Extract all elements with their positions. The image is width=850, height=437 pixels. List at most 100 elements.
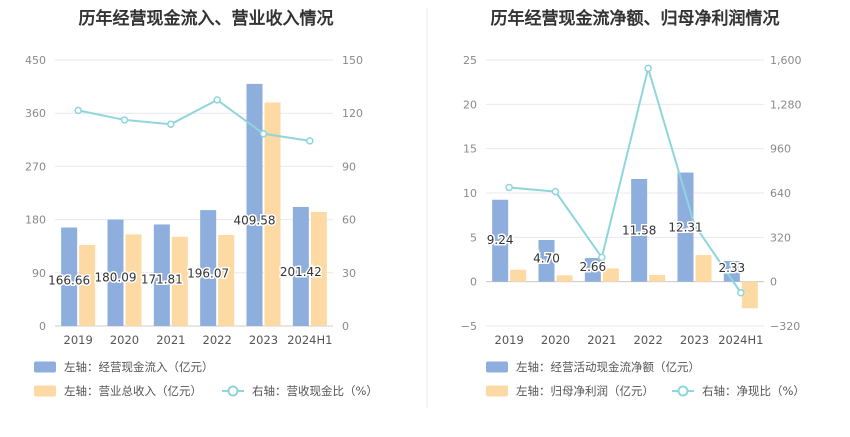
chart1-bar-s1 bbox=[61, 227, 78, 326]
chart1-legend-swatch bbox=[34, 385, 56, 397]
chart1-data-label: 196.07 bbox=[187, 266, 229, 280]
chart1-bar-s2 bbox=[125, 234, 142, 326]
chart2-right-tick: 0 bbox=[770, 276, 777, 289]
chart2-right-tick: −320 bbox=[770, 320, 800, 333]
chart1-right-tick: 90 bbox=[342, 160, 356, 173]
chart1-category-label: 2021 bbox=[156, 333, 185, 347]
chart1-bar-s1 bbox=[200, 210, 217, 326]
chart2-bar-s1 bbox=[538, 239, 555, 282]
chart1-title: 历年经营现金流入、营业收入情况 bbox=[79, 8, 334, 29]
chart2-data-label: 11.58 bbox=[622, 223, 656, 237]
chart1-left-tick: 90 bbox=[32, 267, 46, 280]
chart2-bar-s1 bbox=[584, 258, 601, 282]
chart1-bar-s2 bbox=[218, 234, 235, 326]
chart1-right-tick: 150 bbox=[342, 54, 363, 67]
chart2-legend-swatch bbox=[486, 385, 508, 397]
chart1-legend-label: 左轴：经营现金流入（亿元） bbox=[64, 360, 214, 374]
chart2-left-tick: 10 bbox=[463, 187, 477, 200]
chart2-data-label: 9.24 bbox=[487, 233, 514, 247]
chart2-bar-s1 bbox=[723, 261, 740, 282]
chart1-bar-s1 bbox=[107, 219, 124, 326]
chart1-right-tick: 60 bbox=[342, 214, 356, 227]
chart1-right-tick: 30 bbox=[342, 267, 356, 280]
chart2-left-tick: 5 bbox=[470, 231, 477, 244]
chart2-category-label: 2020 bbox=[541, 333, 570, 347]
chart2-right-tick: 320 bbox=[770, 231, 791, 244]
chart1-legend-swatch-marker bbox=[227, 385, 239, 397]
chart2-category-label: 2019 bbox=[495, 333, 524, 347]
chart1-legend-label: 左轴：营业总收入（亿元） bbox=[64, 384, 202, 398]
chart1-legend-swatch bbox=[34, 361, 56, 373]
chart1-right-tick: 120 bbox=[342, 107, 363, 120]
chart2-right-tick: 960 bbox=[770, 143, 791, 156]
chart2-bar-s2 bbox=[741, 281, 758, 309]
chart2-category-label: 2022 bbox=[634, 333, 663, 347]
chart1-category-label: 2024H1 bbox=[287, 333, 332, 347]
chart2-bar-s2 bbox=[695, 255, 712, 282]
chart2-line-point bbox=[644, 64, 652, 73]
chart1-line-point bbox=[120, 116, 129, 124]
chart2-left-tick: 15 bbox=[463, 143, 477, 156]
chart2-bar-s1 bbox=[677, 172, 694, 282]
chart1-left-tick: 360 bbox=[25, 107, 46, 120]
chart2-category-label: 2021 bbox=[587, 333, 616, 347]
chart2-legend-swatch-marker bbox=[677, 385, 689, 397]
chart2-left-tick: 25 bbox=[463, 54, 477, 67]
chart2-bar-s1 bbox=[631, 178, 648, 282]
chart1-line-point bbox=[74, 106, 82, 115]
chart2-line bbox=[509, 64, 742, 294]
chart2-right-tick: 1,600 bbox=[770, 54, 802, 67]
chart1-bar-s2 bbox=[79, 245, 96, 326]
chart1-data-label: 180.09 bbox=[95, 270, 137, 284]
chart2-legend-label: 左轴：归母净利润（亿元） bbox=[516, 384, 654, 398]
chart2-bar-s1 bbox=[492, 199, 509, 282]
chart1-bar-s1 bbox=[246, 83, 263, 327]
chart2-legend-label: 右轴：净现比（%） bbox=[702, 384, 805, 398]
chart2-line-point bbox=[598, 253, 606, 262]
chart2-line-point bbox=[690, 221, 699, 229]
chart1-left-tick: 180 bbox=[25, 214, 46, 227]
chart2-category-label: 2023 bbox=[680, 333, 709, 347]
chart1-left-tick: 450 bbox=[25, 54, 46, 67]
chart1-bar-s1 bbox=[153, 224, 170, 326]
chart2-data-label: 2.33 bbox=[718, 261, 745, 275]
chart1-line-point bbox=[306, 137, 314, 145]
chart2-line-point bbox=[737, 289, 745, 297]
chart2-category-label: 2024H1 bbox=[718, 333, 763, 347]
chart2-title: 历年经营现金流净额、归母净利润情况 bbox=[491, 8, 780, 29]
chart2-right-tick: 1,280 bbox=[770, 98, 802, 111]
chart1-bar-s1 bbox=[292, 206, 309, 326]
chart1-left-tick: 0 bbox=[39, 320, 46, 333]
chart2-left-tick: 0 bbox=[470, 276, 477, 289]
chart1-legend-label: 右轴：营收现金比（%） bbox=[252, 384, 378, 398]
chart2-bar-s2 bbox=[510, 269, 527, 282]
chart1-line-point bbox=[259, 130, 268, 138]
chart2-legend-label: 左轴：经营活动现金流净额（亿元） bbox=[516, 360, 700, 374]
chart2-bar-s2 bbox=[649, 275, 666, 282]
chart1-bar-s2 bbox=[264, 102, 281, 326]
chart2-line-point bbox=[551, 187, 560, 196]
chart1-category-label: 2023 bbox=[249, 333, 278, 347]
chart1-line-point bbox=[213, 96, 221, 104]
chart2-bar-s2 bbox=[602, 268, 619, 282]
chart1-category-label: 2022 bbox=[203, 333, 232, 347]
chart2-left-tick: 20 bbox=[463, 98, 477, 111]
chart2-data-label: 12.31 bbox=[668, 220, 702, 234]
chart1-category-label: 2019 bbox=[64, 333, 93, 347]
chart2-data-label: 4.70 bbox=[533, 251, 560, 265]
chart1-category-label: 2020 bbox=[110, 333, 139, 347]
chart2-left-tick: −5 bbox=[461, 320, 477, 333]
chart2-right-tick: 640 bbox=[770, 187, 791, 200]
chart2-line-point bbox=[505, 183, 513, 192]
chart1-data-label: 166.66 bbox=[48, 274, 90, 288]
chart1-bar-s2 bbox=[171, 236, 188, 326]
chart2-data-label: 2.66 bbox=[579, 260, 606, 274]
chart1-left-tick: 270 bbox=[25, 160, 46, 173]
chart1-right-tick: 0 bbox=[342, 320, 349, 333]
chart1-data-label: 171.81 bbox=[141, 272, 183, 286]
chart1-data-label: 201.42 bbox=[280, 265, 322, 279]
chart1-line bbox=[77, 98, 310, 142]
chart1-bar-s2 bbox=[310, 211, 327, 326]
